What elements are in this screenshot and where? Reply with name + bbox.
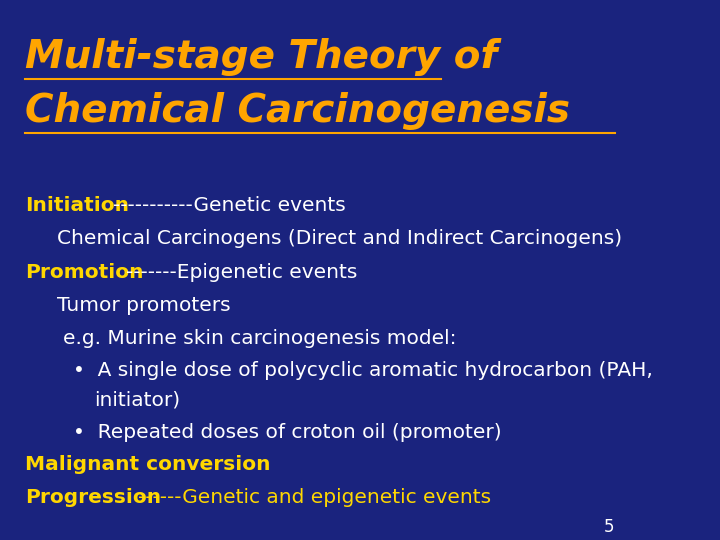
Text: •  A single dose of polycyclic aromatic hydrocarbon (PAH,: • A single dose of polycyclic aromatic h… (73, 361, 653, 380)
Text: initiator): initiator) (94, 390, 180, 409)
Text: 5: 5 (603, 517, 614, 536)
Text: -------Epigenetic events: -------Epigenetic events (125, 262, 357, 282)
Text: Progression: Progression (25, 488, 161, 508)
Text: Multi-stage Theory of: Multi-stage Theory of (25, 38, 498, 76)
Text: Promotion: Promotion (25, 262, 144, 282)
Text: e.g. Murine skin carcinogenesis model:: e.g. Murine skin carcinogenesis model: (63, 328, 457, 348)
Text: Malignant conversion: Malignant conversion (25, 455, 271, 474)
Text: Tumor promoters: Tumor promoters (57, 296, 230, 315)
Text: Chemical Carcinogens (Direct and Indirect Carcinogens): Chemical Carcinogens (Direct and Indirec… (57, 229, 622, 248)
Text: •  Repeated doses of croton oil (promoter): • Repeated doses of croton oil (promoter… (73, 422, 502, 442)
Text: ------Genetic and epigenetic events: ------Genetic and epigenetic events (138, 488, 491, 508)
Text: -----------Genetic events: -----------Genetic events (113, 195, 346, 215)
Text: Chemical Carcinogenesis: Chemical Carcinogenesis (25, 92, 570, 130)
Text: Initiation: Initiation (25, 195, 130, 215)
